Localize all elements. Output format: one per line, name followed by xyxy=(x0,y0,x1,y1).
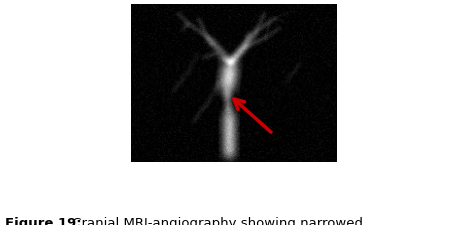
Text: Figure 19:: Figure 19: xyxy=(5,216,81,225)
Text: Cranial MRI-angiography showing narrowed
segment of the internal carotid artery : Cranial MRI-angiography showing narrowed… xyxy=(68,216,377,225)
